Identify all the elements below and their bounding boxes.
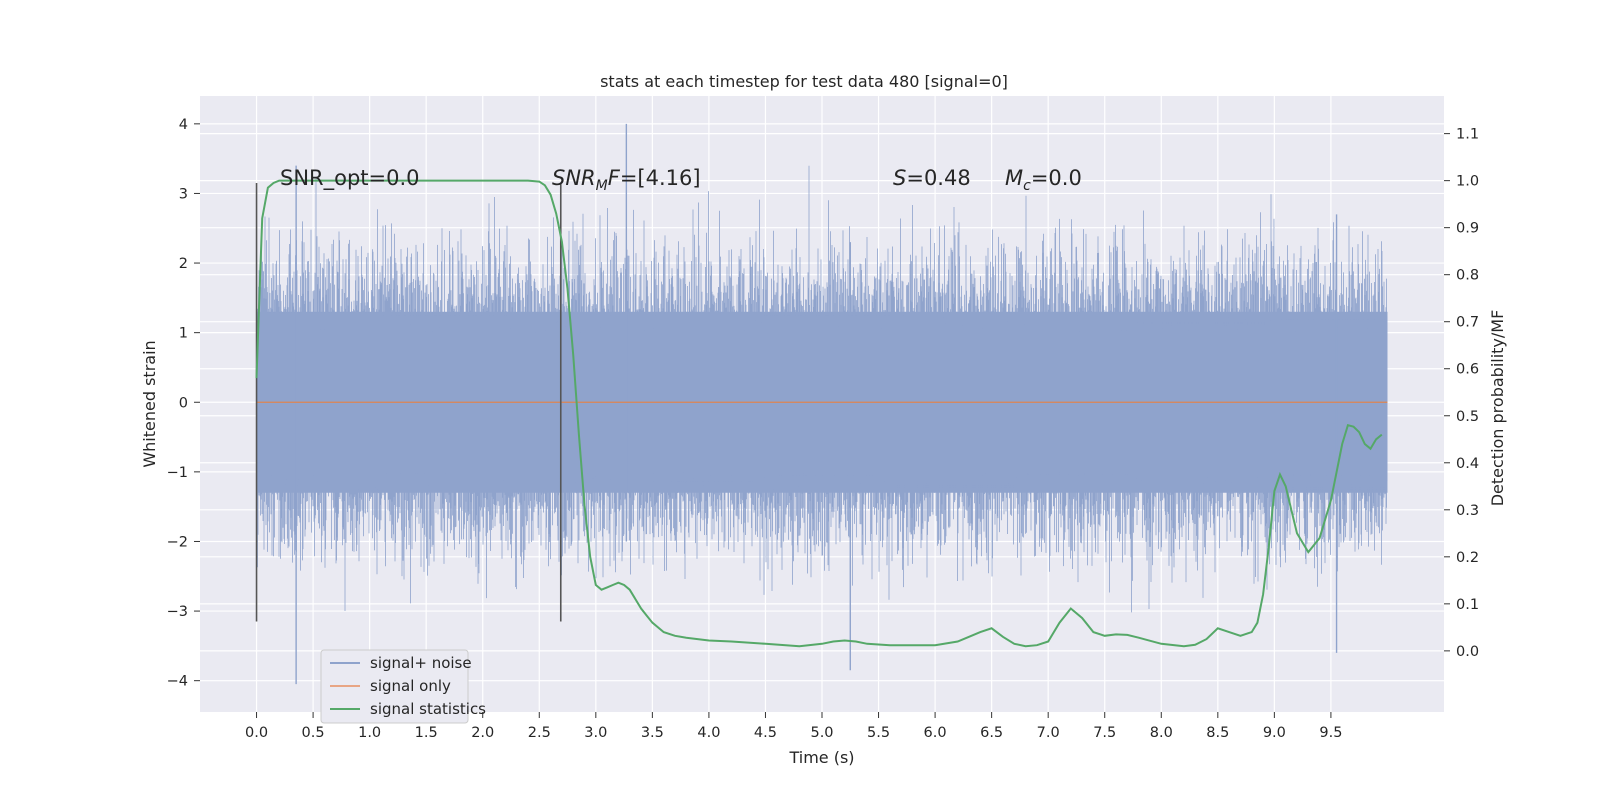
snr-mf-rest: =[4.16] (620, 166, 701, 190)
annotation-mc: Mc=0.0 (1005, 166, 1082, 194)
s-rest: =0.48 (906, 166, 970, 190)
x-tick-label: 3.0 (584, 725, 607, 741)
x-tick-label: 9.5 (1319, 725, 1342, 741)
y-left-tick-label: −2 (167, 534, 188, 550)
y-right-tick-label: 0.0 (1456, 644, 1479, 660)
annotation-snr-mf: SNRMF=[4.16] (552, 166, 701, 194)
right-y-axis-ticks: 1.1 1.0 0.9 0.8 0.7 0.6 0.5 0.4 0.3 0.2 0.1 0.0 (1444, 127, 1479, 660)
vertical-markers (255, 183, 562, 622)
x-tick-label: 7.5 (1093, 725, 1116, 741)
y-left-tick-label: 3 (179, 186, 188, 202)
y-left-tick-label: 4 (179, 117, 188, 133)
y-left-tick-label: 1 (179, 326, 188, 342)
x-tick-label: 8.5 (1206, 725, 1229, 741)
s-var: S (893, 166, 906, 190)
mc-rest: =0.0 (1031, 166, 1082, 190)
snr-mf-sub: M (596, 178, 608, 194)
x-tick-label: 5.5 (867, 725, 890, 741)
y-right-tick-label: 0.8 (1456, 268, 1479, 284)
legend-box (320, 649, 469, 724)
x-tick-label: 5.0 (810, 725, 833, 741)
x-tick-label: 1.0 (358, 725, 381, 741)
y-right-tick-label: 0.3 (1456, 503, 1479, 519)
x-tick-label: 2.0 (471, 725, 494, 741)
signal-statistics-line (255, 179, 1383, 648)
y-left-tick-label: −3 (167, 604, 188, 620)
y-left-tick-label: −4 (167, 674, 188, 690)
y-left-tick-label: −1 (167, 465, 188, 481)
mc-sub: c (1023, 178, 1031, 194)
x-tick-label: 1.5 (415, 725, 438, 741)
snr-mf-main: SNR (552, 166, 596, 190)
x-tick-label: 6.0 (924, 725, 947, 741)
x-tick-label: 2.5 (528, 725, 551, 741)
x-tick-label: 9.0 (1263, 725, 1286, 741)
x-tick-label: 4.0 (697, 725, 720, 741)
legend-entry-signal-only: signal only (370, 677, 451, 695)
y-right-tick-label: 0.9 (1456, 221, 1479, 237)
x-tick-label: 8.0 (1150, 725, 1173, 741)
x-axis-ticks: 0.0 0.5 1.0 1.5 2.0 2.5 3.0 3.5 4.0 4.5 5.0 5.5 6.0 6… (245, 712, 1342, 741)
y-right-tick-label: 0.5 (1456, 409, 1479, 425)
y-right-tick-label: 0.6 (1456, 362, 1479, 378)
mc-var: M (1005, 166, 1023, 190)
x-tick-label: 3.5 (641, 725, 664, 741)
left-y-axis-label: Whitened strain (140, 340, 159, 467)
left-y-axis-ticks: 4 3 2 1 0 −1 −2 −3 −4 (167, 117, 200, 690)
x-tick-label: 6.5 (980, 725, 1003, 741)
y-left-tick-label: 2 (179, 256, 188, 272)
y-left-tick-label: 0 (179, 395, 188, 411)
x-tick-label: 0.5 (302, 725, 325, 741)
right-y-axis-label: Detection probability/MF (1488, 310, 1507, 507)
annotation-snr-opt: SNR_opt=0.0 (280, 166, 420, 191)
y-right-tick-label: 0.7 (1456, 315, 1479, 331)
x-tick-label: 4.5 (754, 725, 777, 741)
snr-mf-rest-f: F (608, 166, 621, 190)
y-right-tick-label: 0.2 (1456, 550, 1479, 566)
y-right-tick-label: 0.4 (1456, 456, 1479, 472)
x-tick-label: 0.0 (245, 725, 268, 741)
legend-entry-statistics: signal statistics (370, 700, 486, 718)
legend: signal+ noise signal only signal statist… (320, 649, 486, 724)
y-right-tick-label: 1.1 (1456, 127, 1479, 143)
y-right-tick-label: 0.1 (1456, 597, 1479, 613)
chart-title: stats at each timestep for test data 480… (600, 72, 1008, 91)
x-tick-label: 7.0 (1037, 725, 1060, 741)
annotation-s: S=0.48 (893, 166, 971, 190)
x-axis-label: Time (s) (788, 748, 854, 767)
legend-entry-noise: signal+ noise (370, 654, 472, 672)
y-right-tick-label: 1.0 (1456, 174, 1479, 190)
